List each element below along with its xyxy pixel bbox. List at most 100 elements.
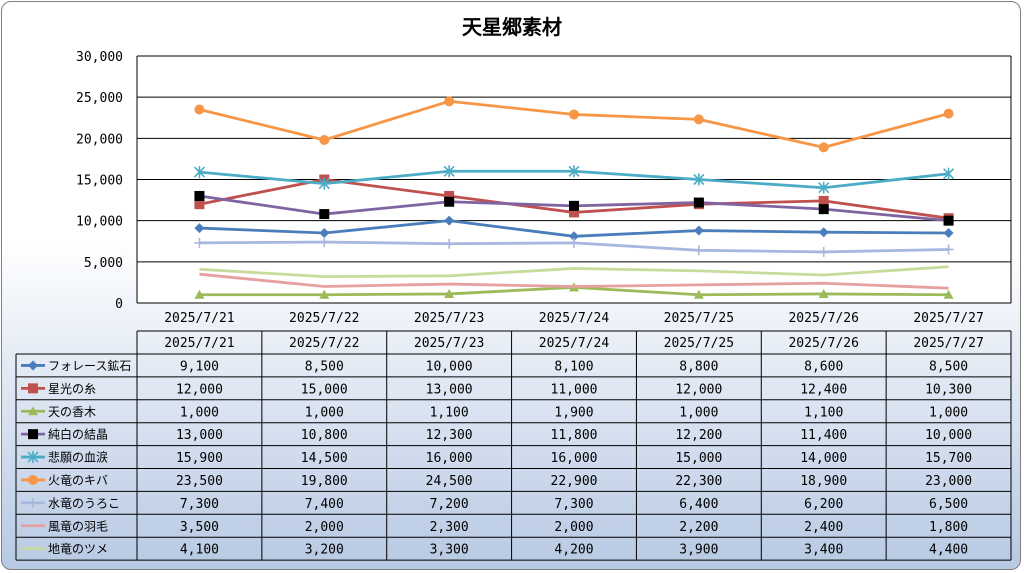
- data-label: 9,100: [180, 359, 219, 374]
- point: [444, 215, 455, 226]
- data-label: 8,800: [679, 359, 718, 374]
- point: [444, 238, 455, 249]
- x-tick-label: 2025/7/25: [664, 311, 734, 326]
- data-label: 15,000: [675, 451, 722, 466]
- data-label: 1,000: [679, 405, 718, 420]
- y-tick-label: 20,000: [76, 132, 123, 147]
- data-label: 12,000: [675, 382, 722, 397]
- data-label: 7,400: [305, 497, 344, 512]
- series-5: [194, 96, 954, 153]
- point: [28, 429, 38, 440]
- point: [28, 497, 38, 508]
- point: [319, 134, 330, 145]
- data-label: 2,000: [305, 520, 344, 535]
- data-label: 2,400: [804, 520, 843, 535]
- point: [693, 173, 705, 186]
- data-label: 1,000: [929, 405, 968, 420]
- table-header-cell: 2025/7/27: [913, 336, 983, 351]
- point: [27, 451, 39, 464]
- point: [943, 289, 954, 299]
- data-label: 1,100: [804, 405, 843, 420]
- data-label: 18,900: [800, 474, 847, 489]
- data-label: 3,500: [180, 520, 219, 535]
- y-tick-label: 10,000: [76, 215, 123, 230]
- y-tick-label: 25,000: [76, 91, 123, 106]
- y-axis: 0 5,000 10,000 15,000 20,000 25,000 30,000: [76, 50, 1012, 312]
- data-label: 4,200: [554, 543, 593, 558]
- table-header-cell: 2025/7/25: [664, 336, 734, 351]
- point: [319, 237, 330, 248]
- table-header-cell: 2025/7/21: [164, 336, 234, 351]
- point: [569, 237, 579, 248]
- data-label: 8,500: [929, 359, 968, 374]
- data-label: 16,000: [426, 451, 473, 466]
- data-label: 12,000: [176, 382, 223, 397]
- point: [693, 225, 704, 236]
- point: [568, 165, 580, 178]
- data-label: 12,300: [426, 428, 473, 443]
- legend-label: 火竜のキバ: [48, 473, 108, 487]
- data-label: 1,000: [180, 405, 219, 420]
- y-tick-label: 15,000: [76, 174, 123, 189]
- series-4: [193, 165, 955, 194]
- data-label: 11,800: [551, 428, 598, 443]
- data-label: 6,400: [679, 497, 718, 512]
- data-label: 6,200: [804, 497, 843, 512]
- point: [194, 199, 205, 210]
- x-tick-label: 2025/7/22: [289, 311, 359, 326]
- data-label: 8,500: [305, 359, 344, 374]
- series-0: [194, 215, 954, 242]
- point: [444, 196, 455, 207]
- data-label: 4,100: [180, 543, 219, 558]
- data-label: 13,000: [176, 428, 223, 443]
- data-label: 11,400: [800, 428, 847, 443]
- data-label: 3,900: [679, 543, 718, 558]
- table-row: 星光の糸 12,000 15,000 13,000 11,000 12,000 12,400…: [21, 382, 972, 397]
- point: [943, 108, 954, 119]
- data-label: 13,000: [426, 382, 473, 397]
- legend-label: フォレース鉱石: [48, 358, 131, 373]
- x-tick-label: 2025/7/23: [414, 311, 484, 326]
- data-label: 3,200: [305, 543, 344, 558]
- legend-label: 風竜の羽毛: [48, 519, 108, 533]
- x-tick-label: 2025/7/26: [788, 311, 858, 326]
- data-label: 19,800: [301, 474, 348, 489]
- data-label: 15,000: [301, 382, 348, 397]
- data-label: 1,000: [305, 405, 344, 420]
- data-label: 7,300: [180, 497, 219, 512]
- data-label: 4,400: [929, 543, 968, 558]
- data-label: 8,600: [804, 359, 843, 374]
- chart-title: 天星郷素材: [462, 15, 562, 39]
- series-8: [199, 265, 949, 279]
- point: [693, 197, 704, 208]
- point: [943, 167, 955, 180]
- y-tick-label: 30,000: [76, 50, 123, 65]
- table-row: 水竜のうろこ 7,300 7,400 7,200 7,300 6,400 6,200 6,50…: [21, 496, 968, 512]
- data-label: 24,500: [426, 474, 473, 489]
- data-label: 11,000: [551, 382, 598, 397]
- point: [818, 288, 829, 298]
- point: [818, 204, 829, 215]
- point: [943, 215, 954, 226]
- point: [28, 360, 38, 371]
- point: [28, 383, 38, 394]
- legend-label: 水竜のうろこ: [48, 496, 120, 510]
- data-label: 1,100: [430, 405, 469, 420]
- point: [194, 190, 205, 201]
- point: [319, 209, 330, 220]
- data-label: 14,500: [301, 451, 348, 466]
- y-tick-label: 0: [115, 297, 123, 312]
- x-tick-label: 2025/7/21: [164, 311, 234, 326]
- data-label: 2,200: [679, 520, 718, 535]
- legend-label: 純白の結晶: [48, 427, 108, 442]
- table-header-cell: 2025/7/26: [788, 336, 858, 351]
- point: [693, 114, 704, 125]
- point: [818, 142, 829, 153]
- point: [194, 289, 205, 299]
- data-label: 2,300: [430, 520, 469, 535]
- data-label: 1,800: [929, 520, 968, 535]
- data-label: 15,700: [925, 451, 972, 466]
- point: [569, 231, 579, 242]
